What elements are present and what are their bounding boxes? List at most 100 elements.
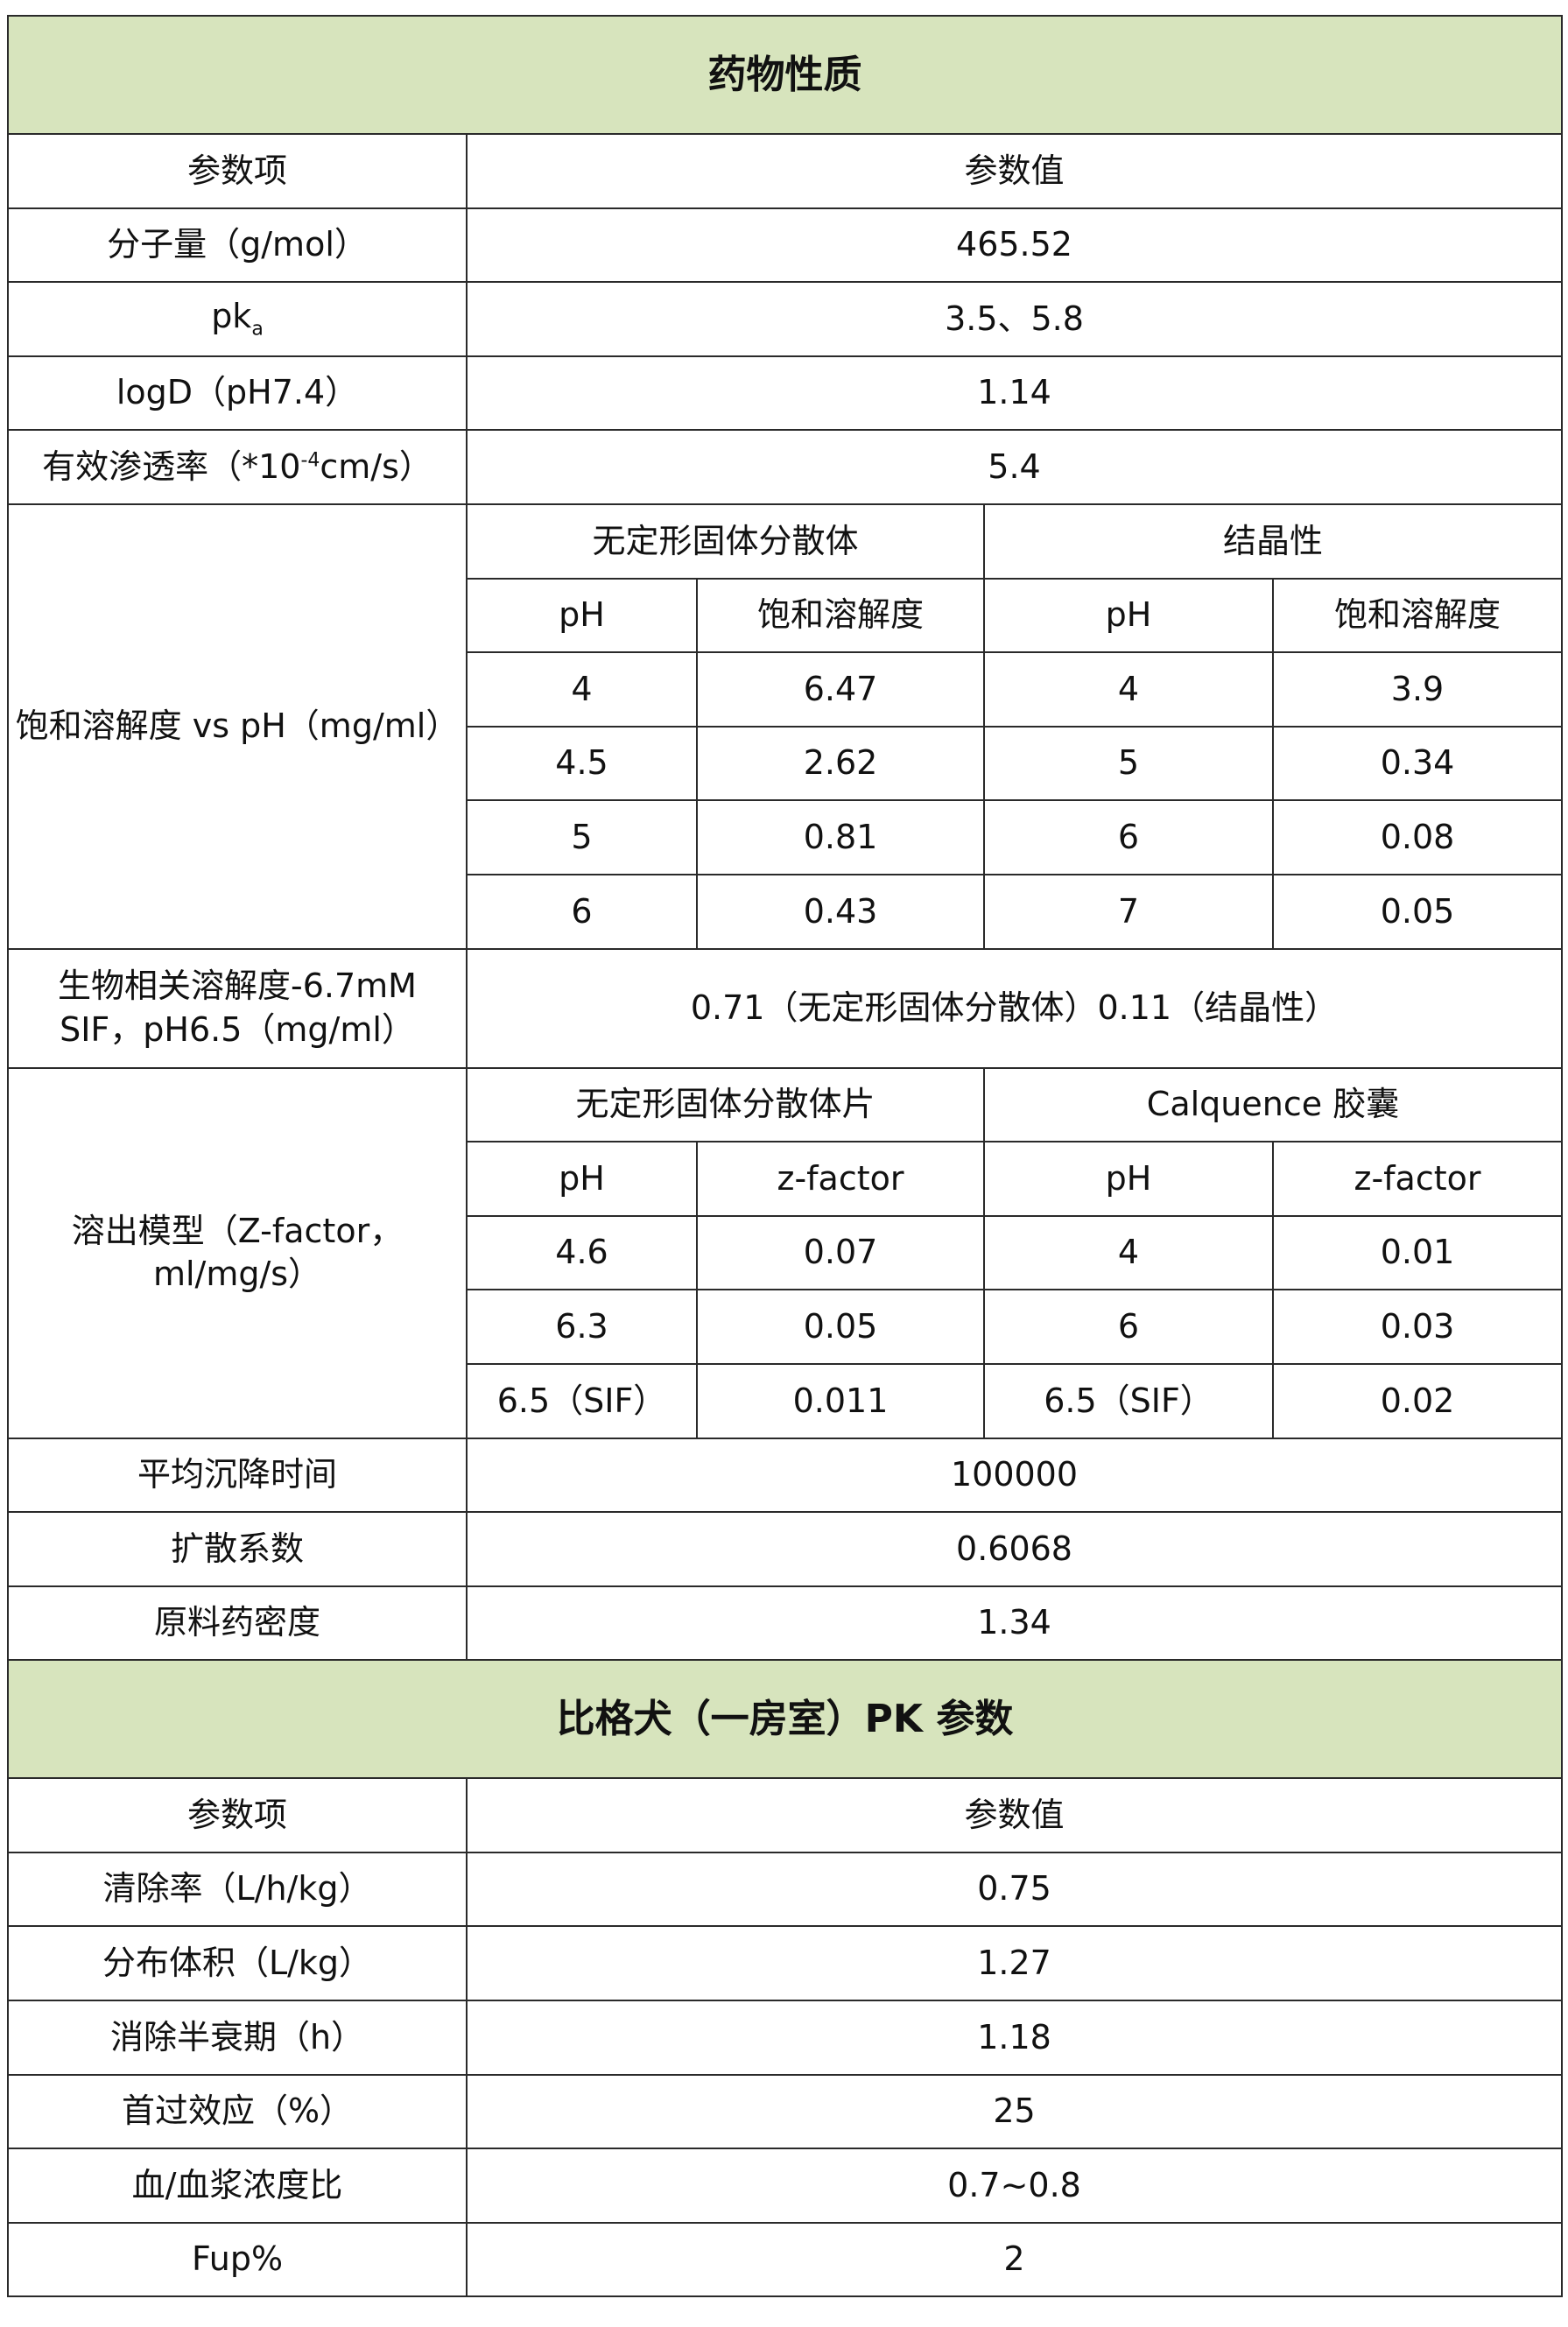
perm-unit: cm/s）: [320, 446, 432, 486]
data-cell: 6.5（SIF）: [466, 1362, 698, 1439]
header-row: 参数项 参数值: [7, 133, 1563, 209]
dissolution-column-header: pH z-factor pH z-factor: [8, 1141, 1563, 1217]
data-cell: 0.07: [696, 1214, 985, 1291]
param-label: 消除半衰期（h）: [7, 2000, 468, 2076]
solubility-data-row: 6 0.43 7 0.05: [8, 873, 1563, 950]
param-label: 分布体积（L/kg）: [7, 1925, 468, 2002]
header-value: 参数值: [466, 133, 1563, 209]
param-value: 0.71（无定形固体分散体）0.11（结晶性）: [466, 947, 1563, 1069]
data-cell: 5: [983, 725, 1274, 802]
data-cell: 6.3: [466, 1289, 698, 1365]
solubility-group-header: 饱和溶解度 vs pH（mg/ml） 无定形固体分散体 结晶性: [7, 503, 1563, 950]
data-cell: 0.43: [696, 873, 985, 950]
param-value: 465.52: [466, 207, 1563, 284]
param-label: 平均沉降时间: [7, 1437, 468, 1514]
group-header: Calquence 胶囊: [983, 1066, 1563, 1143]
data-cell: 6.5（SIF）: [983, 1362, 1274, 1439]
pka-subscript: a: [251, 318, 264, 341]
param-label: 溶出模型（Z-factor，ml/mg/s）: [7, 1066, 468, 1439]
header-param: 参数项: [7, 1777, 468, 1853]
data-cell: 0.01: [1272, 1214, 1563, 1291]
param-label: 分子量（g/mol）: [7, 207, 468, 284]
data-cell: 6: [466, 873, 698, 950]
param-label: pka: [7, 281, 468, 357]
param-label: 血/血浆浓度比: [7, 2148, 468, 2224]
dissolution-group-header: 溶出模型（Z-factor，ml/mg/s） 无定形固体分散体片 Calquence…: [7, 1066, 1563, 1439]
perm-label: 有效渗透率（*10: [42, 446, 301, 486]
column-header: 饱和溶解度: [1272, 577, 1563, 654]
data-cell: 4.5: [466, 725, 698, 802]
param-label: logD（pH7.4）: [7, 355, 468, 432]
data-cell: 0.08: [1272, 799, 1563, 875]
data-cell: 2.62: [696, 725, 985, 802]
param-value: 0.75: [466, 1851, 1563, 1928]
param-value: 5.4: [466, 429, 1563, 505]
pka-label: pk: [211, 297, 252, 336]
param-value: 0.6068: [466, 1511, 1563, 1587]
param-label: Fup%: [7, 2221, 468, 2298]
data-cell: 4: [983, 651, 1274, 728]
column-header: 饱和溶解度: [696, 577, 985, 654]
row-logd: logD（pH7.4） 1.14: [7, 355, 1563, 432]
data-cell: 0.81: [696, 799, 985, 875]
data-cell: 0.34: [1272, 725, 1563, 802]
solubility-data-row: 5 0.81 6 0.08: [8, 799, 1563, 875]
param-label: 扩散系数: [7, 1511, 468, 1587]
param-label: 原料药密度: [7, 1585, 468, 1662]
row-permeability: 有效渗透率（*10-4cm/s） 5.4: [7, 429, 1563, 505]
param-value: 25: [466, 2073, 1563, 2150]
column-header: pH: [983, 1141, 1274, 1217]
solubility-data-row: 4.5 2.62 5 0.34: [8, 725, 1563, 802]
table-row: 原料药密度 1.34: [7, 1585, 1563, 1662]
param-value: 100000: [466, 1437, 1563, 1514]
data-cell: 7: [983, 873, 1274, 950]
row-pka: pka 3.5、5.8: [7, 281, 1563, 357]
dissolution-data-row: 6.3 0.05 6 0.03: [8, 1289, 1563, 1365]
dissolution-data-row: 6.5（SIF） 0.011 6.5（SIF） 0.02: [8, 1362, 1563, 1439]
dissolution-data-row: 4.6 0.07 4 0.01: [8, 1214, 1563, 1291]
table-row: 血/血浆浓度比 0.7~0.8: [7, 2148, 1563, 2224]
column-header: z-factor: [1272, 1141, 1563, 1217]
row-biorelevant-solubility: 生物相关溶解度-6.7mM SIF，pH6.5（mg/ml） 0.71（无定形固体…: [7, 947, 1563, 1069]
header-value: 参数值: [466, 1777, 1563, 1853]
table-row: 扩散系数 0.6068: [7, 1511, 1563, 1587]
param-value: 1.34: [466, 1585, 1563, 1662]
section-header-pk: 比格犬（一房室）PK 参数: [7, 1659, 1563, 1780]
group-header: 无定形固体分散体: [466, 503, 985, 580]
param-value: 1.27: [466, 1925, 1563, 2002]
perm-exponent: -4: [300, 449, 320, 472]
drug-properties-table: 药物性质 参数项 参数值 分子量（g/mol） 465.52 pka 3.5、5.8 logD…: [7, 15, 1563, 2298]
data-cell: 0.05: [1272, 873, 1563, 950]
group-header: 无定形固体分散体片: [466, 1066, 985, 1143]
param-value: 0.7~0.8: [466, 2148, 1563, 2224]
column-header: pH: [466, 577, 698, 654]
table-row: Fup% 2: [7, 2221, 1563, 2298]
data-cell: 0.03: [1272, 1289, 1563, 1365]
solubility-data-row: 4 6.47 4 3.9: [8, 651, 1563, 728]
header-param: 参数项: [7, 133, 468, 209]
column-header: z-factor: [696, 1141, 985, 1217]
param-label: 生物相关溶解度-6.7mM SIF，pH6.5（mg/ml）: [7, 947, 468, 1069]
data-cell: 4: [983, 1214, 1274, 1291]
data-cell: 0.011: [696, 1362, 985, 1439]
column-header: pH: [983, 577, 1274, 654]
param-label: 有效渗透率（*10-4cm/s）: [7, 429, 468, 505]
data-cell: 4.6: [466, 1214, 698, 1291]
section-header-drug-properties: 药物性质: [7, 15, 1563, 135]
header-row: 参数项 参数值: [7, 1777, 1563, 1853]
table-row: 平均沉降时间 100000: [7, 1437, 1563, 1514]
data-cell: 4: [466, 651, 698, 728]
data-cell: 6: [983, 1289, 1274, 1365]
data-cell: 0.05: [696, 1289, 985, 1365]
param-label: 首过效应（%）: [7, 2073, 468, 2150]
param-label: 清除率（L/h/kg）: [7, 1851, 468, 1928]
column-header: pH: [466, 1141, 698, 1217]
data-cell: 3.9: [1272, 651, 1563, 728]
data-cell: 6.47: [696, 651, 985, 728]
table-row: 消除半衰期（h） 1.18: [7, 2000, 1563, 2076]
solubility-column-header: pH 饱和溶解度 pH 饱和溶解度: [8, 577, 1563, 654]
param-label: 饱和溶解度 vs pH（mg/ml）: [7, 503, 468, 950]
param-value: 1.14: [466, 355, 1563, 432]
section-title: 比格犬（一房室）PK 参数: [7, 1659, 1563, 1780]
data-cell: 0.02: [1272, 1362, 1563, 1439]
